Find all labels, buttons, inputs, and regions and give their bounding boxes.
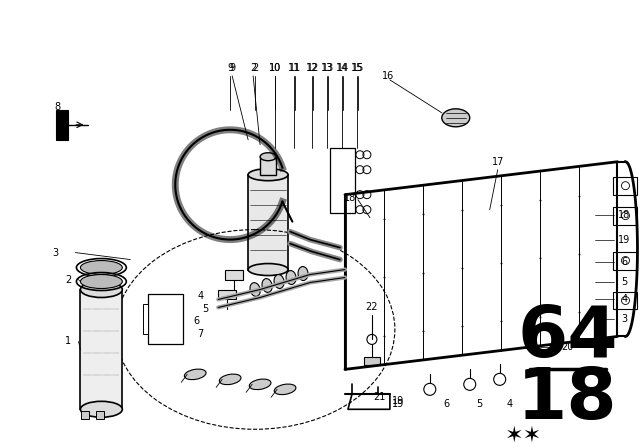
Text: 20: 20 <box>561 342 574 353</box>
Text: 15: 15 <box>351 63 363 73</box>
Ellipse shape <box>274 275 284 289</box>
Ellipse shape <box>248 169 288 181</box>
Ellipse shape <box>286 271 296 284</box>
Text: 2: 2 <box>250 63 256 73</box>
Text: 11: 11 <box>288 63 300 73</box>
Bar <box>612 177 637 195</box>
Ellipse shape <box>260 153 276 161</box>
Bar <box>81 289 122 409</box>
Ellipse shape <box>81 401 122 417</box>
Bar <box>260 157 276 175</box>
Bar <box>97 411 104 419</box>
Text: 3: 3 <box>52 248 58 258</box>
Text: 21: 21 <box>374 392 386 402</box>
Ellipse shape <box>81 261 122 275</box>
Text: 12: 12 <box>307 63 319 73</box>
Bar <box>612 252 637 270</box>
Bar <box>364 358 380 366</box>
Text: 9: 9 <box>227 63 233 73</box>
Ellipse shape <box>248 263 288 276</box>
Text: 16: 16 <box>381 71 394 81</box>
Text: 13: 13 <box>322 63 334 73</box>
Text: 3: 3 <box>621 314 628 324</box>
Ellipse shape <box>262 279 272 293</box>
Text: 2: 2 <box>65 275 72 284</box>
Text: 14: 14 <box>336 63 348 73</box>
Text: 22: 22 <box>365 302 378 312</box>
Text: ✶✶: ✶✶ <box>505 425 542 445</box>
Bar <box>148 294 183 345</box>
Bar <box>248 175 288 270</box>
Ellipse shape <box>442 109 470 127</box>
Text: 4: 4 <box>621 294 628 305</box>
Text: 19: 19 <box>392 399 404 409</box>
Text: 8: 8 <box>54 102 61 112</box>
Text: 17: 17 <box>492 157 504 167</box>
Text: 11: 11 <box>289 63 301 73</box>
Text: 6: 6 <box>193 316 199 327</box>
Text: 64: 64 <box>517 303 618 372</box>
Text: 4: 4 <box>197 292 204 302</box>
Text: 18: 18 <box>517 365 618 434</box>
Text: 18: 18 <box>618 210 630 220</box>
Text: 14: 14 <box>337 63 349 73</box>
Bar <box>143 305 148 334</box>
Ellipse shape <box>220 374 241 385</box>
Ellipse shape <box>250 283 260 297</box>
Text: 2: 2 <box>252 63 258 73</box>
Text: 5: 5 <box>477 399 483 409</box>
Bar <box>81 411 90 419</box>
Text: 7: 7 <box>197 329 204 340</box>
Text: 19: 19 <box>618 235 630 245</box>
Ellipse shape <box>184 369 206 379</box>
Text: 4: 4 <box>507 399 513 409</box>
Ellipse shape <box>274 384 296 395</box>
Text: 10: 10 <box>269 63 281 73</box>
Ellipse shape <box>298 267 308 280</box>
Text: 12: 12 <box>306 63 318 73</box>
Bar <box>330 148 355 213</box>
Ellipse shape <box>81 275 122 289</box>
Text: 6: 6 <box>621 257 628 267</box>
Text: 13: 13 <box>321 63 333 73</box>
Text: 10: 10 <box>269 63 281 73</box>
Bar <box>225 270 243 280</box>
Text: 9: 9 <box>229 63 236 73</box>
Text: 5: 5 <box>621 276 628 287</box>
Ellipse shape <box>81 281 122 297</box>
Text: 6: 6 <box>444 399 450 409</box>
Text: 18: 18 <box>344 193 356 202</box>
Text: 15: 15 <box>352 63 364 73</box>
Text: 1: 1 <box>65 336 72 346</box>
Text: 19: 19 <box>392 396 404 406</box>
Bar <box>612 207 637 224</box>
Text: 5: 5 <box>202 305 209 314</box>
Ellipse shape <box>249 379 271 390</box>
Bar <box>218 289 236 300</box>
Bar <box>56 110 68 140</box>
Bar <box>612 292 637 310</box>
